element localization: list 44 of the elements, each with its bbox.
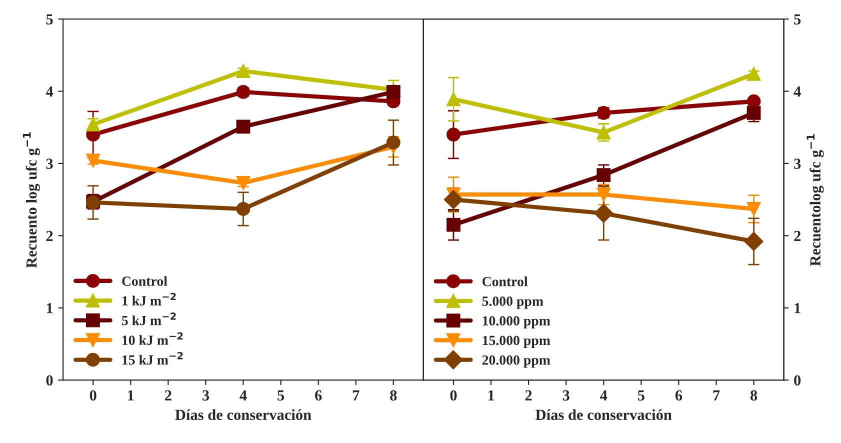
- legend-label: 15 kJ m$^{−2}$: [122, 352, 183, 365]
- y-axis-title: Recuento log ufc g$^{−1}$: [22, 132, 40, 268]
- y-tick-label: 4: [46, 86, 54, 97]
- legend-label: 20.000 ppm: [482, 355, 550, 368]
- y-tick-label: 5: [46, 14, 53, 24]
- x-tick-label: 0: [450, 390, 457, 401]
- y2-tick-label: 4: [794, 86, 801, 97]
- x-tick-label: 8: [750, 390, 758, 401]
- x-tick-label: 6: [675, 390, 682, 401]
- x-tick-label: 3: [562, 390, 570, 401]
- legend-label: 15.000 ppm: [482, 336, 550, 348]
- legend-label: 5.000 ppm: [482, 296, 544, 309]
- y-tick-label: 2: [46, 230, 53, 241]
- y2-axis-title: Recuentolog ufc g$^{−1}$: [806, 134, 824, 266]
- y2-tick-label: 5: [794, 14, 801, 24]
- y2-tick-label: 2: [794, 230, 801, 241]
- legend-label: Control: [482, 276, 528, 286]
- x-tick-label: 5: [638, 390, 644, 401]
- x-tick-label: 2: [525, 390, 532, 400]
- y-tick-label: 0: [46, 375, 53, 386]
- legend-label: 10.000 ppm: [482, 316, 550, 328]
- x-tick-label: 5: [278, 390, 284, 401]
- x-tick-label: 7: [352, 390, 360, 400]
- x-tick-label: 4: [600, 390, 608, 400]
- x-axis-title: Días de conservación: [175, 409, 312, 420]
- legend-label: 10 kJ m$^{−2}$: [122, 332, 183, 345]
- x-tick-label: 1: [488, 390, 494, 400]
- x-axis-title: Días de conservación: [536, 409, 672, 420]
- x-tick-label: 2: [165, 390, 172, 400]
- legend-label: 1 kJ m$^{−2}$: [122, 292, 176, 306]
- y2-tick-label: 1: [794, 303, 800, 314]
- x-tick-label: 3: [202, 390, 210, 401]
- x-tick-label: 0: [90, 390, 96, 401]
- y-tick-label: 1: [46, 303, 53, 314]
- x-tick-label: 6: [315, 390, 322, 401]
- x-tick-label: 7: [713, 390, 720, 400]
- y-tick-label: 3: [46, 158, 53, 169]
- x-tick-label: 1: [128, 390, 134, 400]
- y2-tick-label: 0: [794, 375, 801, 386]
- legend-label: Control: [122, 276, 168, 286]
- x-tick-label: 4: [240, 390, 247, 400]
- legend-label: 5 kJ m$^{−2}$: [122, 312, 176, 326]
- y2-tick-label: 3: [794, 158, 801, 169]
- x-tick-label: 8: [390, 390, 397, 401]
